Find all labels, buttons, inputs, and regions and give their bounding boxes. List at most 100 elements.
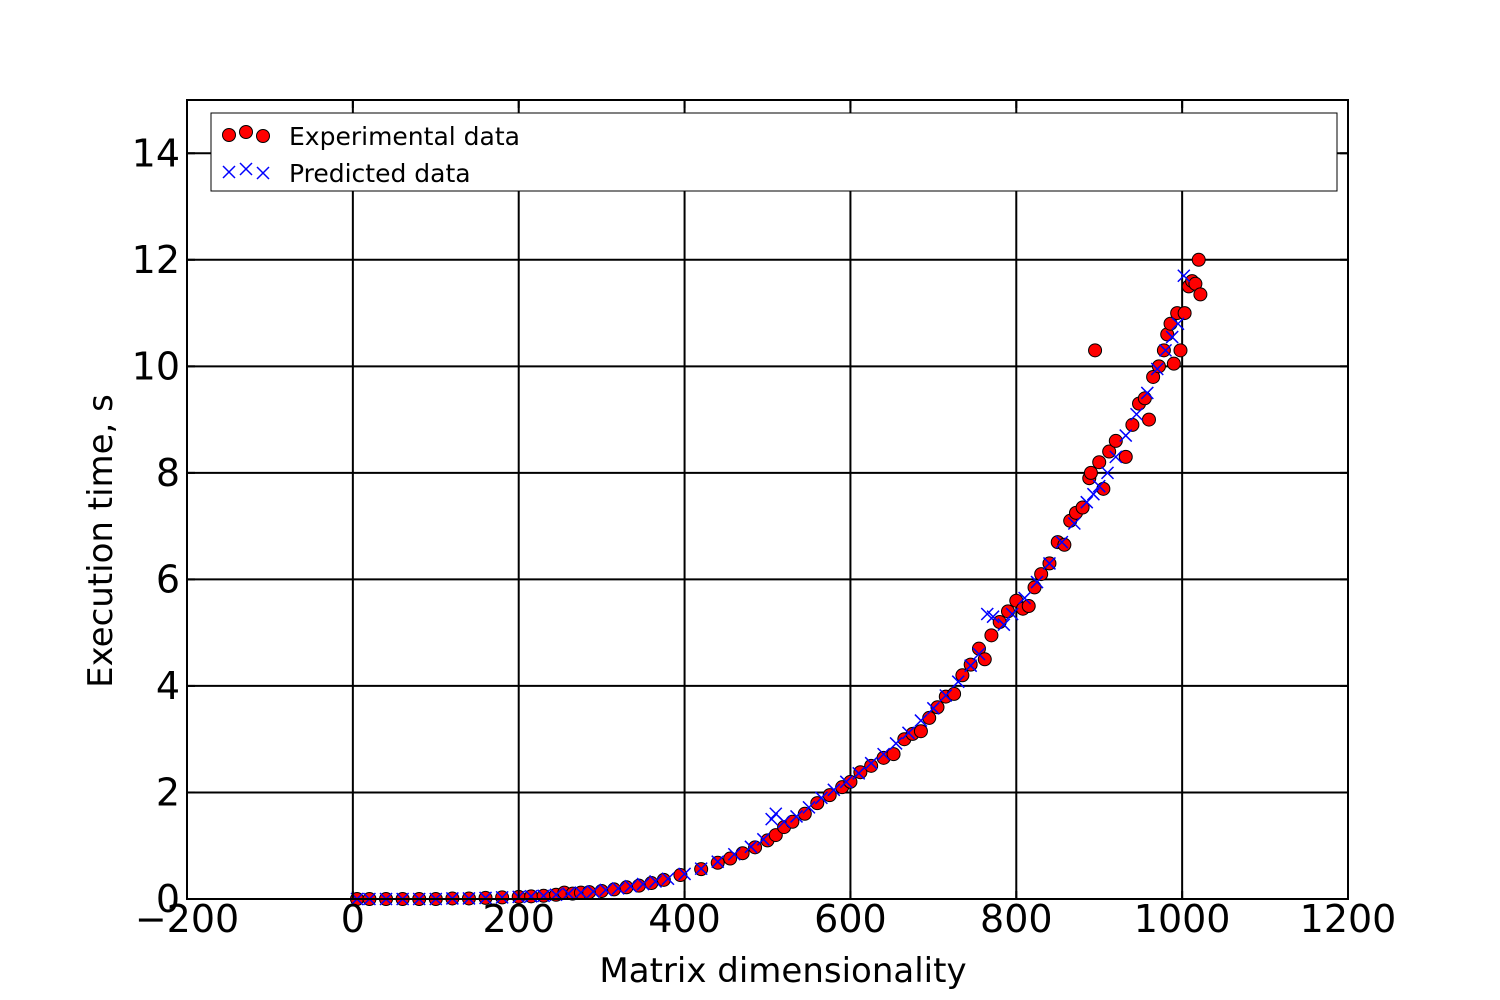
legend-experimental-dot bbox=[239, 125, 253, 139]
x-tick-label: 200 bbox=[482, 897, 555, 941]
experimental-point bbox=[1193, 287, 1208, 302]
predicted-point bbox=[889, 736, 903, 750]
x-tick-label: 1200 bbox=[1300, 897, 1397, 941]
predicted-point bbox=[901, 726, 916, 740]
plot-frame bbox=[186, 99, 1349, 900]
predicted-point bbox=[814, 791, 828, 805]
predicted-point bbox=[1030, 575, 1044, 589]
predicted-point bbox=[649, 874, 663, 888]
experimental-point bbox=[1075, 500, 1090, 515]
predicted-point bbox=[756, 832, 770, 846]
predicted-point bbox=[1080, 495, 1094, 509]
predicted-point bbox=[1150, 362, 1164, 376]
predicted-point bbox=[1177, 269, 1191, 283]
experimental-point bbox=[1027, 580, 1042, 595]
experimental-point bbox=[673, 868, 688, 883]
legend-predicted-label: Predicted data bbox=[289, 159, 471, 188]
legend-experimental-dot bbox=[256, 129, 270, 143]
y-tick-label: 0 bbox=[156, 877, 180, 921]
predicted-point bbox=[661, 872, 675, 886]
predicted-point bbox=[789, 809, 804, 823]
x-tick-label: 800 bbox=[980, 897, 1053, 941]
predicted-point bbox=[877, 747, 891, 761]
predicted-point bbox=[599, 883, 613, 897]
experimental-point bbox=[1021, 599, 1036, 614]
y-axis-label: Execution time, s bbox=[81, 394, 121, 688]
predicted-point bbox=[1100, 466, 1115, 480]
predicted-point bbox=[495, 890, 509, 904]
predicted-point bbox=[1129, 407, 1144, 421]
predicted-point bbox=[624, 879, 638, 893]
experimental-point bbox=[984, 628, 999, 643]
predicted-point bbox=[765, 812, 779, 826]
experimental-point bbox=[1088, 343, 1103, 358]
predicted-point bbox=[561, 887, 576, 901]
x-tick-label: 600 bbox=[814, 897, 887, 941]
predicted-point bbox=[1086, 487, 1100, 501]
legend-predicted-cross bbox=[222, 165, 236, 179]
experimental-point bbox=[1146, 369, 1161, 384]
predicted-point bbox=[636, 877, 650, 891]
legend-experimental-marker bbox=[222, 125, 270, 143]
legend-predicted-cross bbox=[256, 166, 270, 180]
predicted-point bbox=[744, 840, 758, 854]
predicted-point bbox=[986, 610, 1000, 624]
experimental-point bbox=[930, 700, 945, 715]
x-tick-label: 0 bbox=[341, 897, 365, 941]
predicted-point bbox=[777, 815, 791, 829]
experimental-point bbox=[1137, 391, 1152, 406]
experimental-point bbox=[1177, 306, 1192, 321]
y-tick-label: 14 bbox=[132, 131, 180, 175]
predicted-point bbox=[727, 847, 741, 861]
legend-experimental-label: Experimental data bbox=[289, 122, 520, 151]
experimental-point bbox=[1102, 444, 1117, 459]
experimental-point bbox=[864, 758, 879, 773]
predicted-point bbox=[1171, 317, 1185, 331]
predicted-point bbox=[964, 659, 978, 673]
predicted-point bbox=[1018, 591, 1032, 605]
predicted-point bbox=[1067, 516, 1081, 531]
predicted-point bbox=[586, 885, 600, 899]
y-tick-label: 6 bbox=[156, 557, 180, 601]
x-tick-label: −200 bbox=[135, 897, 239, 941]
predicted-point bbox=[1055, 535, 1069, 549]
predicted-point bbox=[1042, 556, 1056, 570]
predicted-point bbox=[479, 891, 493, 905]
y-tick-label: 4 bbox=[156, 664, 180, 708]
y-tick-label: 12 bbox=[132, 238, 180, 282]
experimental-point bbox=[971, 641, 986, 656]
experimental-point bbox=[710, 855, 725, 870]
experimental-point bbox=[955, 668, 970, 683]
grid-lines bbox=[186, 100, 1349, 900]
legend-predicted-cross bbox=[239, 162, 253, 176]
predicted-point bbox=[852, 766, 866, 780]
predicted-point bbox=[1119, 429, 1133, 443]
experimental-point bbox=[1173, 343, 1188, 358]
axis-ticks bbox=[186, 100, 1349, 900]
predicted-point bbox=[524, 889, 538, 903]
experimental-point bbox=[886, 747, 901, 762]
predicted-point bbox=[1005, 607, 1019, 621]
predicted-point bbox=[678, 867, 692, 881]
predicted-point bbox=[951, 675, 965, 689]
predicted-point bbox=[611, 881, 625, 895]
predicted-point bbox=[694, 862, 708, 876]
experimental-point bbox=[1108, 433, 1123, 448]
predicted-point bbox=[1092, 479, 1106, 493]
legend-box bbox=[210, 112, 1338, 192]
predicted-point bbox=[1140, 386, 1154, 400]
predicted-point bbox=[972, 647, 986, 661]
experimental-point bbox=[1118, 449, 1133, 464]
experimental-point bbox=[1000, 604, 1015, 619]
predicted-point bbox=[711, 855, 725, 869]
experimental-point bbox=[1191, 252, 1206, 267]
predicted-point bbox=[574, 886, 588, 900]
predicted-point bbox=[1159, 343, 1173, 357]
experimental-point bbox=[1083, 465, 1098, 480]
predicted-point bbox=[864, 756, 878, 770]
predicted-point bbox=[926, 701, 940, 715]
experimental-point bbox=[810, 796, 825, 811]
experimental-point bbox=[1034, 567, 1049, 582]
experimental-point bbox=[1125, 417, 1140, 432]
